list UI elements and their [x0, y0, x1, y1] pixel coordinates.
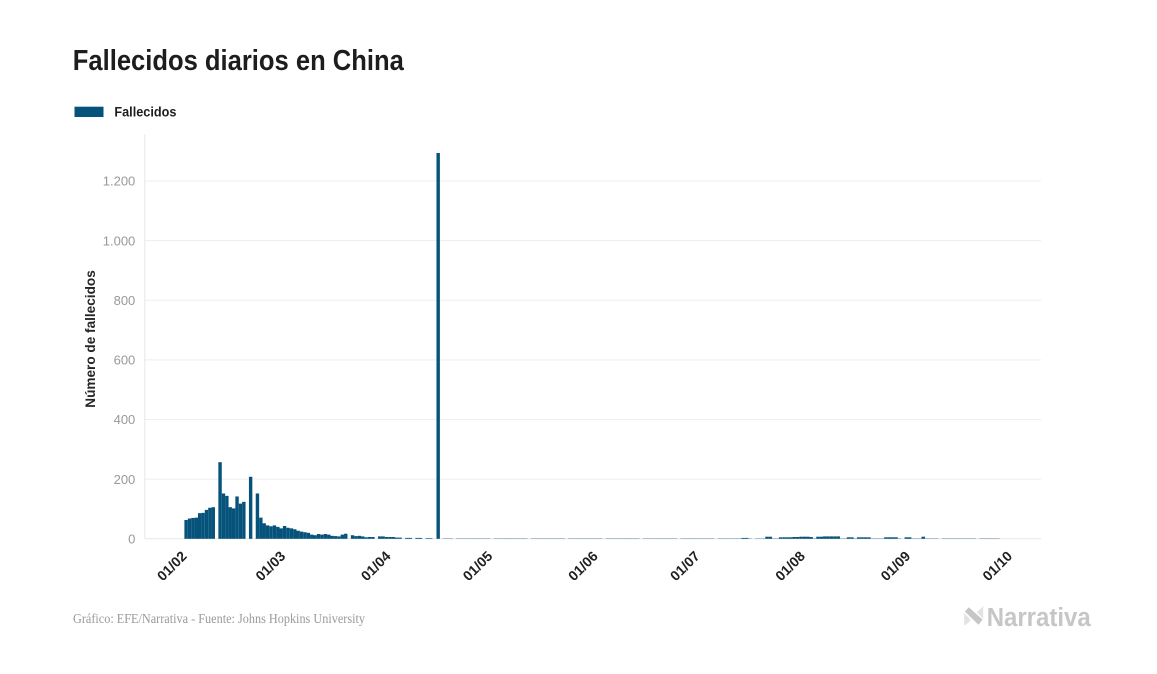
svg-text:Gráfico: EFE/Narrativa - Fuent: Gráfico: EFE/Narrativa - Fuente: Johns H… — [73, 611, 365, 626]
svg-text:1.000: 1.000 — [103, 233, 136, 248]
svg-text:600: 600 — [114, 353, 136, 368]
svg-text:Narrativa: Narrativa — [987, 604, 1092, 632]
svg-text:1.200: 1.200 — [103, 174, 136, 189]
svg-text:200: 200 — [114, 472, 136, 487]
svg-text:400: 400 — [114, 412, 136, 427]
svg-text:0: 0 — [128, 531, 135, 546]
svg-text:Fallecidos diarios en China: Fallecidos diarios en China — [73, 45, 405, 77]
svg-text:800: 800 — [114, 293, 136, 308]
svg-text:Número de fallecidos: Número de fallecidos — [82, 270, 98, 408]
svg-text:Fallecidos: Fallecidos — [114, 104, 176, 120]
